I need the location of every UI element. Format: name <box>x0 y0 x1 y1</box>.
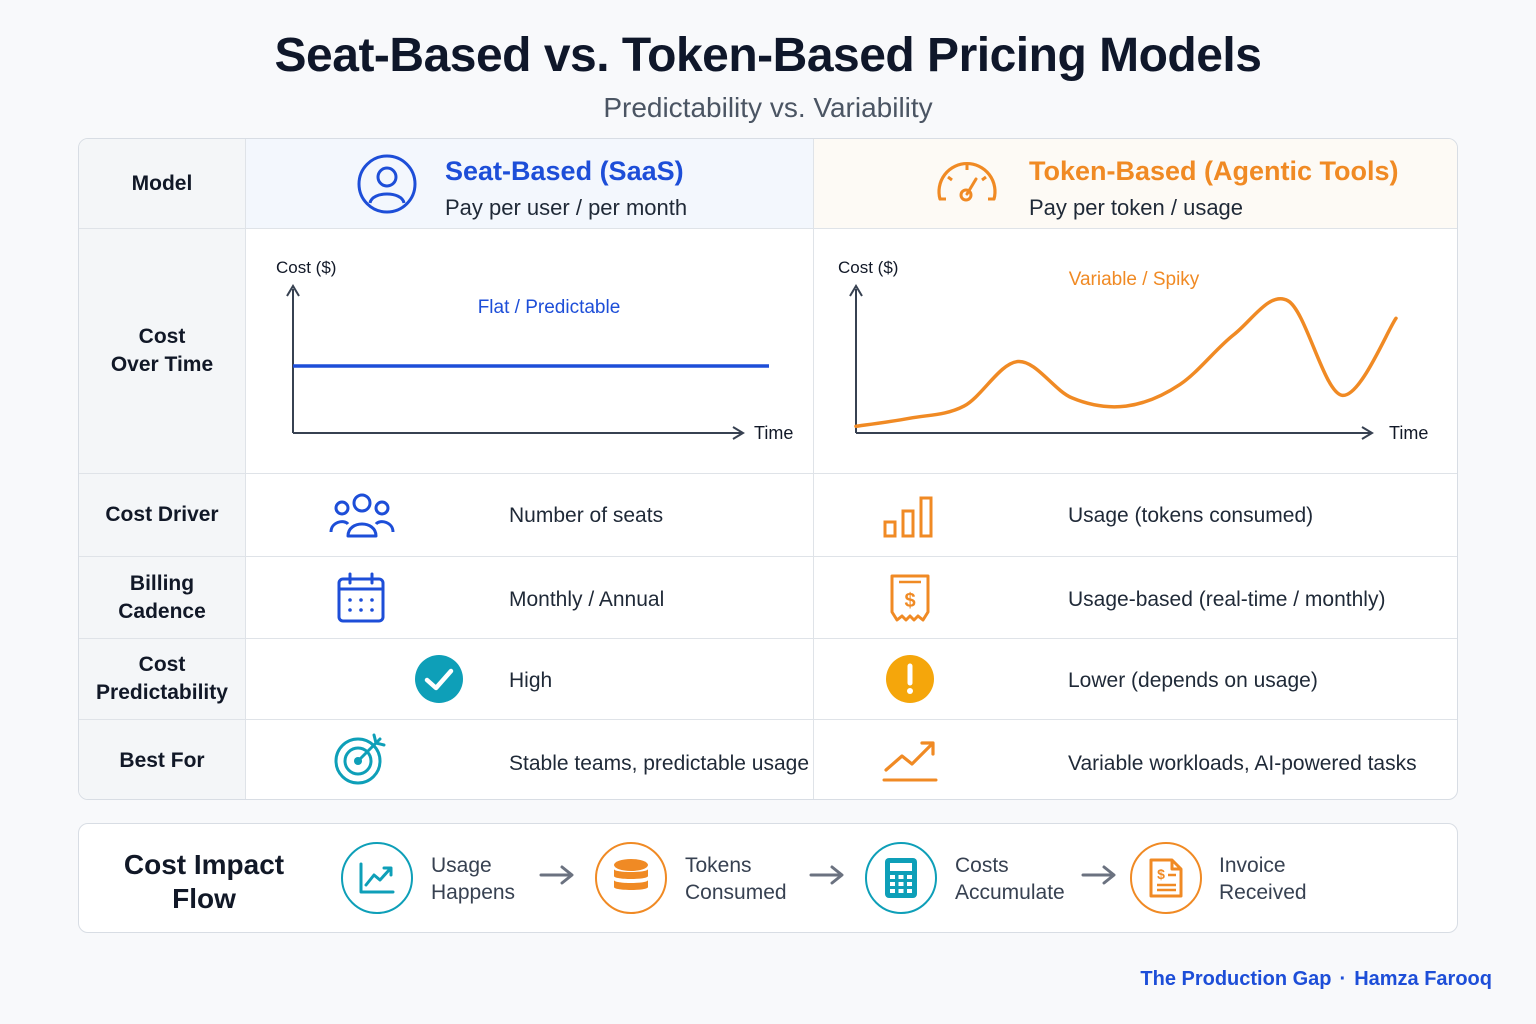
svg-text:$: $ <box>1157 866 1165 882</box>
row-label-cost-predictability: Cost Predictability <box>79 639 246 719</box>
token-chart-ylabel: Cost ($) <box>838 258 898 277</box>
header-row: Model Seat-Based (SaaS) Pay per user / p… <box>79 139 1457 229</box>
token-cost-chart: Cost ($) Time Variable / Spiky <box>838 258 1428 443</box>
flow-arrow-2-icon <box>809 865 844 885</box>
calendar-icon <box>337 572 385 623</box>
flow-step-costs-icon-wrap <box>865 842 937 914</box>
best-for-row: Best For Stable teams, predictable usage… <box>79 720 1457 799</box>
row-label-cost-over-time: Cost Over Time <box>79 229 246 473</box>
seat-title: Seat-Based (SaaS) <box>445 156 684 186</box>
token-chart-x-arrow <box>1361 426 1374 440</box>
seat-billing-text: Monthly / Annual <box>509 588 665 611</box>
seat-cost-driver-text: Number of seats <box>509 504 664 527</box>
flow-step-usage-text: Usage Happens <box>431 854 516 904</box>
token-header-cell: Token-Based (Agentic Tools) Pay per toke… <box>814 139 1457 228</box>
token-chart-y-arrow <box>849 284 863 297</box>
billing-cadence-row: Billing Cadence Monthly / Annual $ Usage… <box>79 557 1457 639</box>
token-billing-text: Usage-based (real-time / monthly) <box>1068 588 1386 611</box>
page-subtitle: Predictability vs. Variability <box>603 92 933 123</box>
token-predictability-text: Lower (depends on usage) <box>1068 669 1318 692</box>
seat-header-cell: Seat-Based (SaaS) Pay per user / per mon… <box>246 139 814 228</box>
flow-step-invoice-text: Invoice Received <box>1219 854 1307 904</box>
trend-up-icon <box>882 741 938 782</box>
seat-chart-ylabel: Cost ($) <box>276 258 336 277</box>
seat-best-for-text: Stable teams, predictable usage <box>509 752 810 775</box>
page-title: Seat-Based vs. Token-Based Pricing Model… <box>274 29 1262 82</box>
seat-cost-chart: Cost ($) Time Flat / Predictable <box>276 258 793 443</box>
seat-chart-x-arrow <box>732 426 745 440</box>
flow-step-tokens-icon-wrap <box>595 842 667 914</box>
alert-circle-icon <box>886 655 934 703</box>
flow-step-invoice-icon-wrap: $ <box>1130 842 1202 914</box>
cost-driver-row: Cost Driver Number of seats Usage (token… <box>79 474 1457 557</box>
seat-chart-cell: Cost ($) Time Flat / Predictable <box>246 229 814 473</box>
row-label-cost-driver: Cost Driver <box>79 474 246 556</box>
token-chart-xlabel: Time <box>1389 423 1428 443</box>
user-circle-icon <box>357 154 417 214</box>
seat-chart-annotation: Flat / Predictable <box>478 297 621 318</box>
row-label-best-for: Best For <box>79 720 246 799</box>
footer-author[interactable]: Hamza Farooq <box>1354 968 1492 990</box>
svg-text:$: $ <box>904 590 915 612</box>
target-icon <box>334 733 386 785</box>
token-title: Token-Based (Agentic Tools) <box>1029 156 1399 186</box>
footer-brand[interactable]: The Production Gap <box>1140 968 1332 990</box>
token-cost-driver-text: Usage (tokens consumed) <box>1068 504 1314 527</box>
row-label-model: Model <box>79 139 246 228</box>
calculator-icon <box>885 858 917 898</box>
seat-cost-driver-cell: Number of seats <box>246 474 814 556</box>
seat-subtitle: Pay per user / per month <box>445 195 688 220</box>
row-label-billing-cadence: Billing Cadence <box>79 557 246 638</box>
token-best-for-text: Variable workloads, AI-powered tasks <box>1068 752 1417 775</box>
footer-separator: · <box>1339 968 1347 990</box>
token-predictability-cell: Lower (depends on usage) <box>814 639 1457 719</box>
invoice-icon: $ <box>1149 858 1183 898</box>
token-cost-driver-cell: Usage (tokens consumed) <box>814 474 1457 556</box>
flow-step-tokens-text: Tokens Consumed <box>685 854 787 904</box>
seat-chart-y-arrow <box>286 284 300 297</box>
token-chart-annotation: Variable / Spiky <box>1069 269 1200 290</box>
line-chart-icon <box>359 862 395 894</box>
flow-step-costs-text: Costs Accumulate <box>955 854 1065 904</box>
flow-label: Cost Impact Flow <box>123 849 285 914</box>
token-billing-cell: $ Usage-based (real-time / monthly) <box>814 557 1457 638</box>
seat-best-for-cell: Stable teams, predictable usage <box>246 720 814 799</box>
bar-chart-icon <box>883 496 933 538</box>
comparison-table: Model Seat-Based (SaaS) Pay per user / p… <box>78 138 1458 800</box>
gauge-icon <box>937 161 997 202</box>
check-circle-icon <box>415 655 463 703</box>
flow-arrow-3-icon <box>1081 865 1116 885</box>
token-subtitle: Pay per token / usage <box>1029 195 1244 220</box>
token-best-for-cell: Variable workloads, AI-powered tasks <box>814 720 1457 799</box>
cost-impact-flow: Cost Impact Flow Usage Happens Tokens Co… <box>78 823 1458 933</box>
cost-predictability-row: Cost Predictability High Lower (depends … <box>79 639 1457 720</box>
receipt-icon: $ <box>890 574 930 622</box>
seat-predictability-text: High <box>509 669 553 692</box>
token-chart-cell: Cost ($) Time Variable / Spiky <box>814 229 1457 473</box>
seat-billing-cell: Monthly / Annual <box>246 557 814 638</box>
cost-over-time-row: Cost Over Time Cost ($) Time Flat / Pred… <box>79 229 1457 474</box>
users-icon <box>329 493 395 538</box>
seat-chart-xlabel: Time <box>754 423 793 443</box>
seat-predictability-cell: High <box>246 639 814 719</box>
footer-credit: The Production Gap · Hamza Farooq <box>1140 968 1492 991</box>
database-icon <box>614 859 648 890</box>
flow-step-usage-icon-wrap <box>341 842 413 914</box>
flow-arrow-1-icon <box>539 865 574 885</box>
token-cost-series-line <box>854 297 1398 429</box>
